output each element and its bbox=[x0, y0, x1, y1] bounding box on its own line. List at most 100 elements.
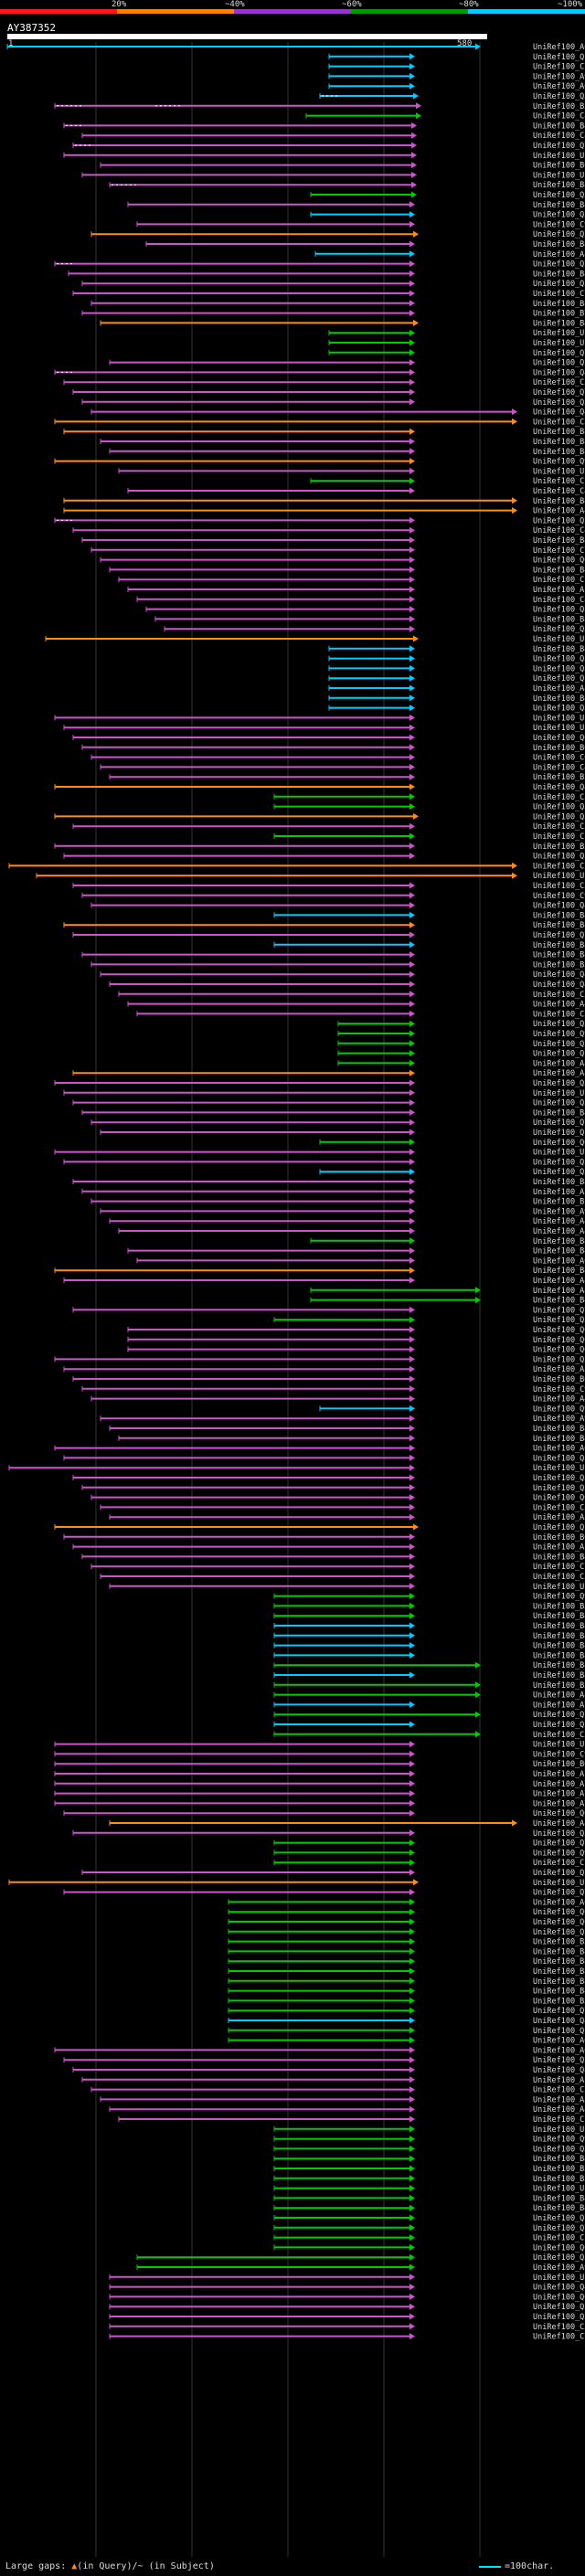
hit-arrow-17 bbox=[410, 211, 415, 218]
hit-label-167: UniRef100_A8K0X7 bbox=[533, 1691, 585, 1701]
hit-label-186: UniRef100_UP1000... bbox=[533, 1879, 585, 1888]
hit-label-106: UniRef100_UP1000... bbox=[533, 1089, 585, 1098]
hit-label-224: UniRef100_Q5QAV0 bbox=[533, 2253, 585, 2263]
hit-arrow-24 bbox=[410, 280, 415, 287]
hit-arrow-230 bbox=[410, 2313, 415, 2320]
hit-label-131: UniRef100_Q6L735-3 bbox=[533, 1336, 585, 1345]
hit-arrow-183 bbox=[410, 1849, 415, 1856]
hit-arrow-69 bbox=[410, 724, 415, 731]
hit-arrow-70 bbox=[410, 734, 415, 741]
hit-arrow-214 bbox=[410, 2155, 415, 2162]
hit-arrow-175 bbox=[410, 1770, 415, 1777]
hit-label-7: UniRef100_C8TDQ4 bbox=[533, 112, 585, 122]
hit-arrow-178 bbox=[410, 1799, 415, 1807]
hit-arrow-125 bbox=[410, 1277, 415, 1284]
hit-label-163: UniRef100_B4JZB4 bbox=[533, 1651, 585, 1660]
hit-arrow-96 bbox=[410, 991, 415, 998]
hit-arrow-107 bbox=[410, 1099, 415, 1107]
hit-label-37: UniRef100_Q4F085 bbox=[533, 408, 585, 418]
hit-label-29: UniRef100_UP1000... bbox=[533, 329, 585, 338]
hit-label-117: UniRef100_B1M3V7 bbox=[533, 1198, 585, 1207]
hit-label-184: UniRef100_C1GNZ7 bbox=[533, 1859, 585, 1868]
hit-label-180: UniRef100_A8Q267 bbox=[533, 1819, 585, 1829]
hit-arrow-15 bbox=[411, 191, 417, 198]
hit-arrow-221 bbox=[410, 2224, 415, 2231]
hit-arrow-76 bbox=[410, 793, 415, 800]
hit-label-95: UniRef100_Q4JXX8 bbox=[533, 981, 585, 990]
hit-label-118: UniRef100_A9G634 bbox=[533, 1207, 585, 1216]
hit-label-218: UniRef100_B4IQT1 bbox=[533, 2194, 585, 2203]
hit-label-154: UniRef100_C7QMU3 bbox=[533, 1563, 585, 1572]
hit-label-175: UniRef100_A7R8L9 bbox=[533, 1770, 585, 1779]
hit-arrow-59 bbox=[410, 625, 415, 632]
band-20-40 bbox=[117, 9, 234, 14]
hit-label-39: UniRef100_B4PB52 bbox=[533, 428, 585, 437]
hit-arrow-226 bbox=[410, 2274, 415, 2281]
hit-arrow-10 bbox=[411, 142, 417, 149]
hit-label-168: UniRef100_A7UWJ3 bbox=[533, 1701, 585, 1710]
hit-arrow-218 bbox=[410, 2194, 415, 2201]
hit-label-6: UniRef100_B5H6M4 bbox=[533, 102, 585, 111]
hit-arrow-223 bbox=[410, 2243, 415, 2251]
hit-arrow-216 bbox=[410, 2175, 415, 2182]
hit-label-5: UniRef100_Q5WB63 bbox=[533, 92, 585, 101]
hit-label-31: UniRef100_Q7G5ZT bbox=[533, 349, 585, 358]
hit-arrow-156 bbox=[410, 1583, 415, 1590]
hit-label-58: UniRef100_B8NR97 bbox=[533, 615, 585, 624]
hit-label-30: UniRef100_UP1000... bbox=[533, 339, 585, 348]
hit-label-1: UniRef100_Q16861 bbox=[533, 53, 585, 62]
hit-label-48: UniRef100_Q2UBE0 bbox=[533, 516, 585, 525]
hit-label-50: UniRef100_B4PTX0 bbox=[533, 536, 585, 546]
hit-arrow-108 bbox=[410, 1108, 415, 1116]
hit-arrow-85 bbox=[410, 882, 415, 889]
hit-arrow-147 bbox=[410, 1494, 415, 1501]
hit-label-137: UniRef100_A4UCQ2 bbox=[533, 1395, 585, 1405]
hit-arrow-101 bbox=[410, 1040, 415, 1047]
hit-arrow-150 bbox=[413, 1523, 419, 1531]
hit-arrow-168 bbox=[410, 1701, 415, 1708]
hit-label-221: UniRef100_Q7RW73 bbox=[533, 2224, 585, 2233]
hit-label-100: UniRef100_Q95ZH1 bbox=[533, 1030, 585, 1039]
hit-arrow-99 bbox=[410, 1020, 415, 1027]
hit-arrow-88 bbox=[410, 911, 415, 918]
hit-arrow-128 bbox=[410, 1306, 415, 1313]
hit-label-45: UniRef100_C4I1V4 bbox=[533, 487, 585, 496]
hit-arrow-113 bbox=[410, 1158, 415, 1165]
hit-arrow-131 bbox=[410, 1336, 415, 1343]
hit-label-125: UniRef100_A4WBU3 bbox=[533, 1277, 585, 1286]
hit-label-54: UniRef100_C1C2C2 bbox=[533, 576, 585, 585]
hit-label-128: UniRef100_Q7RYK5 bbox=[533, 1306, 585, 1315]
hit-label-4: UniRef100_A0P3B5 bbox=[533, 82, 585, 91]
hit-arrow-73 bbox=[410, 763, 415, 770]
hit-arrow-94 bbox=[410, 970, 415, 978]
hit-arrow-220 bbox=[410, 2214, 415, 2221]
hit-label-40: UniRef100_B4M553 bbox=[533, 438, 585, 447]
hit-arrow-49 bbox=[410, 526, 415, 534]
hit-label-144: UniRef100_UP1000... bbox=[533, 1464, 585, 1473]
hit-arrow-19 bbox=[413, 230, 419, 238]
hit-arrow-122 bbox=[410, 1247, 415, 1255]
hit-label-209: UniRef100_A8KCK2 bbox=[533, 2105, 585, 2115]
hit-arrow-31 bbox=[410, 349, 415, 356]
hit-label-207: UniRef100_C2BJ30 bbox=[533, 2086, 585, 2095]
hit-arrow-145 bbox=[410, 1474, 415, 1481]
hit-arrow-7 bbox=[416, 112, 421, 120]
hit-arrow-28 bbox=[413, 319, 419, 326]
hit-label-15: UniRef100_Q54188 bbox=[533, 191, 585, 200]
hit-label-164: UniRef100_B4J5V7 bbox=[533, 1661, 585, 1670]
hit-label-229: UniRef100_Q23ND0 bbox=[533, 2303, 585, 2312]
hit-arrow-119 bbox=[410, 1217, 415, 1224]
hit-label-52: UniRef100_Q0Z926 bbox=[533, 557, 585, 566]
hit-label-181: UniRef100_Q5W1C4 bbox=[533, 1829, 585, 1839]
hit-arrow-93 bbox=[410, 960, 415, 968]
hit-arrow-224 bbox=[410, 2253, 415, 2261]
hit-label-138: UniRef100_Q9TW81 bbox=[533, 1405, 585, 1414]
hit-label-81: UniRef100_B5U8H0 bbox=[533, 843, 585, 852]
hit-label-49: UniRef100_C4NGM5 bbox=[533, 526, 585, 535]
hit-label-223: UniRef100_Q6EDX4 bbox=[533, 2243, 585, 2253]
hit-arrow-187 bbox=[410, 1889, 415, 1896]
hit-arrow-52 bbox=[410, 557, 415, 564]
hit-label-47: UniRef100_A4K455 bbox=[533, 507, 585, 516]
hit-arrow-188 bbox=[410, 1898, 415, 1905]
hit-arrow-102 bbox=[410, 1050, 415, 1057]
